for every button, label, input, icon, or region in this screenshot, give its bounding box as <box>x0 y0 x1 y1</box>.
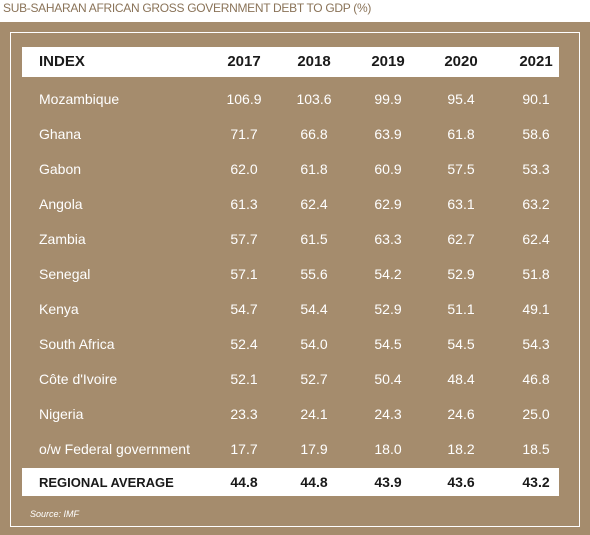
table-row: Gabon 62.0 61.8 60.9 57.5 53.3 <box>22 152 559 187</box>
table-row: Zambia 57.7 61.5 63.3 62.7 62.4 <box>22 222 559 257</box>
value-2017: 57.1 <box>230 266 258 282</box>
value-2018: 52.7 <box>300 371 328 387</box>
row-name: Nigeria <box>39 406 84 422</box>
value-2021: 46.8 <box>522 371 550 387</box>
value-2021: 43.2 <box>522 474 550 490</box>
value-2020: 18.2 <box>447 441 475 457</box>
table-row: o/w Federal government 17.7 17.9 18.0 18.2 18… <box>22 432 559 467</box>
value-2020: 52.9 <box>447 266 475 282</box>
value-2018: 24.1 <box>300 406 328 422</box>
value-2017: 62.0 <box>230 161 258 177</box>
value-2018: 44.8 <box>300 474 328 490</box>
value-2019: 54.2 <box>374 266 402 282</box>
table-row: Ghana 71.7 66.8 63.9 61.8 58.6 <box>22 117 559 152</box>
value-2017: 23.3 <box>230 406 258 422</box>
table-row: Nigeria 23.3 24.1 24.3 24.6 25.0 <box>22 397 559 432</box>
value-2020: 57.5 <box>447 161 475 177</box>
header-index: INDEX <box>39 53 85 70</box>
value-2019: 63.9 <box>374 126 402 142</box>
header-year-2019: 2019 <box>371 53 405 70</box>
header-year-2018: 2018 <box>297 53 331 70</box>
value-2021: 53.3 <box>522 161 550 177</box>
value-2020: 48.4 <box>447 371 475 387</box>
row-name: Zambia <box>39 231 86 247</box>
table-row: Angola 61.3 62.4 62.9 63.1 63.2 <box>22 187 559 222</box>
value-2018: 54.0 <box>300 336 328 352</box>
value-2021: 54.3 <box>522 336 550 352</box>
value-2017: 52.1 <box>230 371 258 387</box>
header-year-2021: 2021 <box>519 53 553 70</box>
value-2021: 51.8 <box>522 266 550 282</box>
value-2021: 25.0 <box>522 406 550 422</box>
value-2019: 50.4 <box>374 371 402 387</box>
value-2019: 54.5 <box>374 336 402 352</box>
value-2020: 63.1 <box>447 196 475 212</box>
value-2020: 61.8 <box>447 126 475 142</box>
source-note: Source: IMF <box>30 509 80 519</box>
value-2018: 61.5 <box>300 231 328 247</box>
table-header: INDEX 2017 2018 2019 2020 2021 <box>22 47 559 77</box>
value-2018: 103.6 <box>296 91 332 107</box>
row-name: REGIONAL AVERAGE <box>39 475 174 490</box>
value-2018: 62.4 <box>300 196 328 212</box>
row-name: o/w Federal government <box>39 441 190 457</box>
value-2020: 62.7 <box>447 231 475 247</box>
value-2019: 43.9 <box>374 474 402 490</box>
value-2019: 18.0 <box>374 441 402 457</box>
row-name: Kenya <box>39 301 79 317</box>
table-row: Kenya 54.7 54.4 52.9 51.1 49.1 <box>22 292 559 327</box>
table-row: Senegal 57.1 55.6 54.2 52.9 51.8 <box>22 257 559 292</box>
value-2017: 52.4 <box>230 336 258 352</box>
value-2021: 49.1 <box>522 301 550 317</box>
value-2019: 60.9 <box>374 161 402 177</box>
row-name: Côte d'Ivoire <box>39 371 118 387</box>
value-2021: 62.4 <box>522 231 550 247</box>
table-row: Côte d'Ivoire 52.1 52.7 50.4 48.4 46.8 <box>22 362 559 397</box>
value-2021: 18.5 <box>522 441 550 457</box>
row-name: Gabon <box>39 161 82 177</box>
row-name: South Africa <box>39 336 115 352</box>
row-name: Angola <box>39 196 83 212</box>
table-frame <box>10 32 580 527</box>
value-2020: 95.4 <box>447 91 475 107</box>
value-2019: 24.3 <box>374 406 402 422</box>
value-2018: 61.8 <box>300 161 328 177</box>
value-2020: 51.1 <box>447 301 475 317</box>
row-name: Mozambique <box>39 91 120 107</box>
row-name: Ghana <box>39 126 82 142</box>
value-2020: 43.6 <box>447 474 475 490</box>
table-title: SUB-SAHARAN AFRICAN GROSS GOVERNMENT DEB… <box>3 1 372 15</box>
value-2017: 44.8 <box>230 474 258 490</box>
value-2020: 54.5 <box>447 336 475 352</box>
value-2017: 106.9 <box>226 91 262 107</box>
value-2017: 54.7 <box>230 301 258 317</box>
regional-average-row: REGIONAL AVERAGE 44.8 44.8 43.9 43.6 43.… <box>22 468 559 496</box>
value-2021: 63.2 <box>522 196 550 212</box>
value-2019: 52.9 <box>374 301 402 317</box>
table-panel: INDEX 2017 2018 2019 2020 2021 Mozambiqu… <box>0 22 590 535</box>
value-2019: 63.3 <box>374 231 402 247</box>
table-row: Mozambique 106.9 103.6 99.9 95.4 90.1 <box>22 82 559 117</box>
value-2019: 62.9 <box>374 196 402 212</box>
table-row: South Africa 52.4 54.0 54.5 54.5 54.3 <box>22 327 559 362</box>
value-2021: 90.1 <box>522 91 550 107</box>
value-2017: 57.7 <box>230 231 258 247</box>
value-2018: 54.4 <box>300 301 328 317</box>
header-year-2020: 2020 <box>444 53 478 70</box>
value-2019: 99.9 <box>374 91 402 107</box>
value-2017: 61.3 <box>230 196 258 212</box>
value-2017: 17.7 <box>230 441 258 457</box>
value-2021: 58.6 <box>522 126 550 142</box>
header-year-2017: 2017 <box>227 53 261 70</box>
value-2017: 71.7 <box>230 126 258 142</box>
row-name: Senegal <box>39 266 91 282</box>
value-2018: 17.9 <box>300 441 328 457</box>
value-2018: 55.6 <box>300 266 328 282</box>
value-2020: 24.6 <box>447 406 475 422</box>
value-2018: 66.8 <box>300 126 328 142</box>
